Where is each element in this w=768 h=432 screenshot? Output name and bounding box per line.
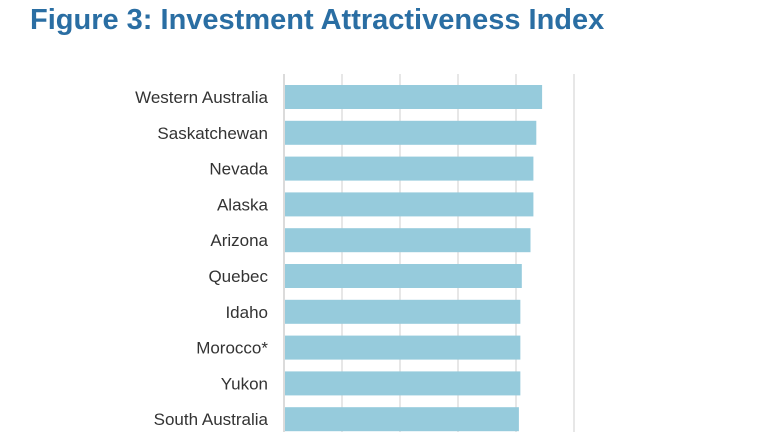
bar bbox=[285, 85, 543, 109]
bar bbox=[285, 335, 521, 360]
category-label: Idaho bbox=[225, 303, 268, 322]
bar bbox=[285, 299, 521, 324]
bar bbox=[285, 156, 534, 181]
category-label: Saskatchewan bbox=[157, 124, 268, 143]
bars bbox=[285, 85, 543, 432]
category-label: South Australia bbox=[154, 410, 269, 429]
category-label: Nevada bbox=[209, 160, 268, 179]
bar bbox=[285, 192, 534, 217]
bar bbox=[285, 407, 519, 432]
category-label: Arizona bbox=[210, 231, 268, 250]
category-labels: Western Australia Saskatchewan Nevada Alask… bbox=[135, 88, 268, 429]
bar bbox=[285, 264, 522, 288]
category-label: Alaska bbox=[217, 195, 269, 214]
category-label: Quebec bbox=[208, 267, 268, 286]
bar bbox=[285, 228, 531, 253]
bar bbox=[285, 371, 521, 396]
category-label: Yukon bbox=[221, 374, 268, 393]
bar bbox=[285, 120, 537, 145]
category-label: Morocco* bbox=[196, 339, 268, 358]
category-label: Western Australia bbox=[135, 88, 268, 107]
chart-title: Figure 3: Investment Attractiveness Inde… bbox=[30, 4, 605, 36]
